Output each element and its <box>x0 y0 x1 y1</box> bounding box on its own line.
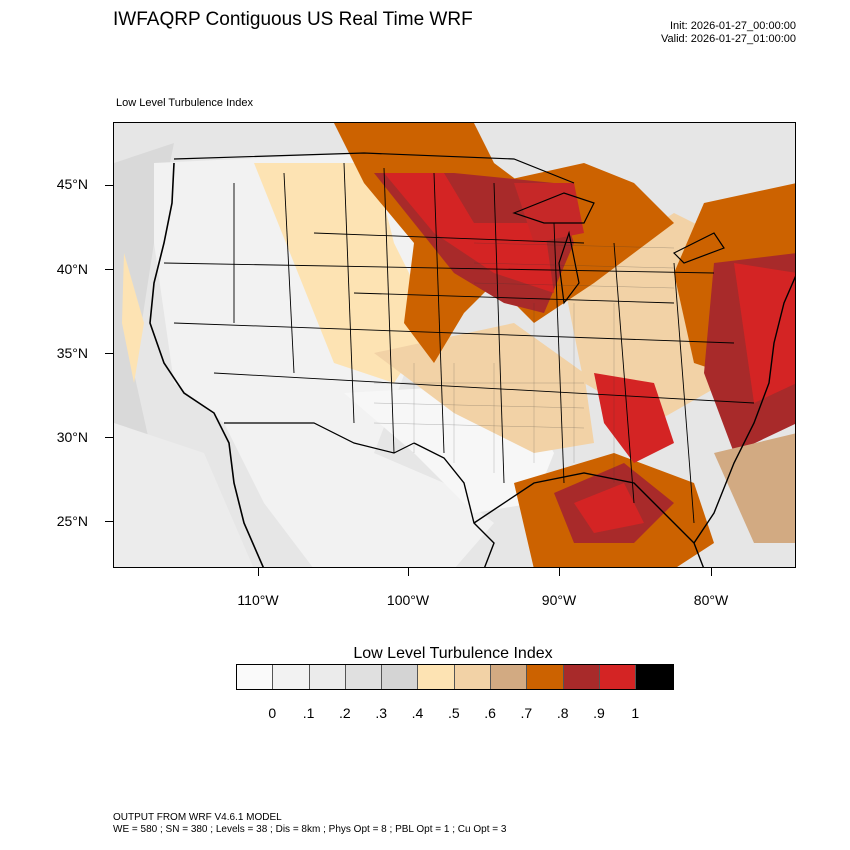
gulf-coastline <box>473 472 704 567</box>
colorbar-tick-label: .6 <box>484 705 496 721</box>
colorbar-tick-label: .3 <box>375 705 388 721</box>
colorbar-box <box>563 665 600 689</box>
turbulence-map <box>114 123 795 567</box>
mexico-border <box>224 422 415 454</box>
colorbar-title: Low Level Turbulence Index <box>353 645 553 662</box>
lat-tick <box>105 269 113 270</box>
colorbar-box <box>237 665 274 689</box>
colorbar-tick-label: .2 <box>339 705 351 721</box>
map-plot <box>113 122 796 568</box>
western-land-field <box>154 153 494 567</box>
lake-michigan <box>558 230 580 305</box>
colorbar-box <box>454 665 492 689</box>
lake-erie <box>672 232 725 264</box>
lat-label-30n: 30°N <box>56 429 88 445</box>
colorbar-box <box>527 665 564 689</box>
valid-time: Valid: 2026-01-27_01:00:00 <box>661 33 796 45</box>
plot-label: Low Level Turbulence Index <box>116 97 253 109</box>
colorbar-tick-label: .1 <box>302 705 315 721</box>
colorbar-box <box>491 665 528 689</box>
colorbar-tick-label: 0 <box>268 705 277 721</box>
pacific-gray-field <box>114 143 174 503</box>
canada-border <box>173 152 575 184</box>
lon-label-100w: 100°W <box>386 592 430 608</box>
tan-band-coast <box>122 253 144 383</box>
lon-tick <box>559 568 560 576</box>
red-core-minnesota <box>514 183 584 243</box>
lon-label-80w: 80°W <box>693 592 729 608</box>
lat-tick <box>105 437 113 438</box>
init-time: Init: 2026-01-27_00:00:00 <box>670 20 796 32</box>
red-gulf-core <box>574 483 644 533</box>
colorbar-tick-label: .7 <box>520 705 533 721</box>
colorbar-tick-label: .9 <box>593 705 605 721</box>
lat-label-35n: 35°N <box>56 345 88 361</box>
lat-tick <box>105 521 113 522</box>
colorbar-box <box>382 665 419 689</box>
footer-model-line: OUTPUT FROM WRF V4.6.1 MODEL <box>113 812 282 823</box>
lon-tick <box>258 568 259 576</box>
colorbar-tick-label: .8 <box>556 705 569 721</box>
tan-atlantic-south <box>714 433 795 543</box>
colorbar-box <box>636 665 673 689</box>
red-atlantic-core <box>734 263 795 403</box>
lat-label-45n: 45°N <box>56 176 88 192</box>
county-lines <box>373 242 675 483</box>
colorbar-tick-label: 1 <box>631 705 640 721</box>
colorbar-box <box>418 665 455 689</box>
red-core-dakotas <box>384 173 554 293</box>
lake-superior <box>512 192 595 224</box>
tan-band-rockies <box>254 163 434 383</box>
lon-tick <box>711 568 712 576</box>
lat-tick <box>105 185 113 186</box>
lat-tick <box>105 353 113 354</box>
lat-label-40n: 40°N <box>56 261 88 277</box>
lon-tick <box>408 568 409 576</box>
lon-label-110w: 110°W <box>237 592 279 608</box>
footer-config-line: WE = 580 ; SN = 380 ; Levels = 38 ; Dis … <box>113 824 507 835</box>
colorbar-box <box>309 665 346 689</box>
colorbar-tick-label: .5 <box>447 705 460 721</box>
atlantic-coastline <box>693 275 795 544</box>
lat-label-25n: 25°N <box>56 513 88 529</box>
west-coastline <box>149 162 265 567</box>
colorbar-box <box>345 665 383 689</box>
lon-label-90w: 90°W <box>541 592 577 608</box>
colorbar-box <box>273 665 310 689</box>
main-title: IWFAQRP Contiguous US Real Time WRF <box>113 9 473 30</box>
colorbar <box>236 664 674 690</box>
colorbar-tick-label: .4 <box>411 705 424 721</box>
pacific-south-field <box>114 423 254 567</box>
colorbar-box <box>599 665 637 689</box>
state-lines <box>163 162 755 524</box>
texas-coastline <box>413 442 495 567</box>
